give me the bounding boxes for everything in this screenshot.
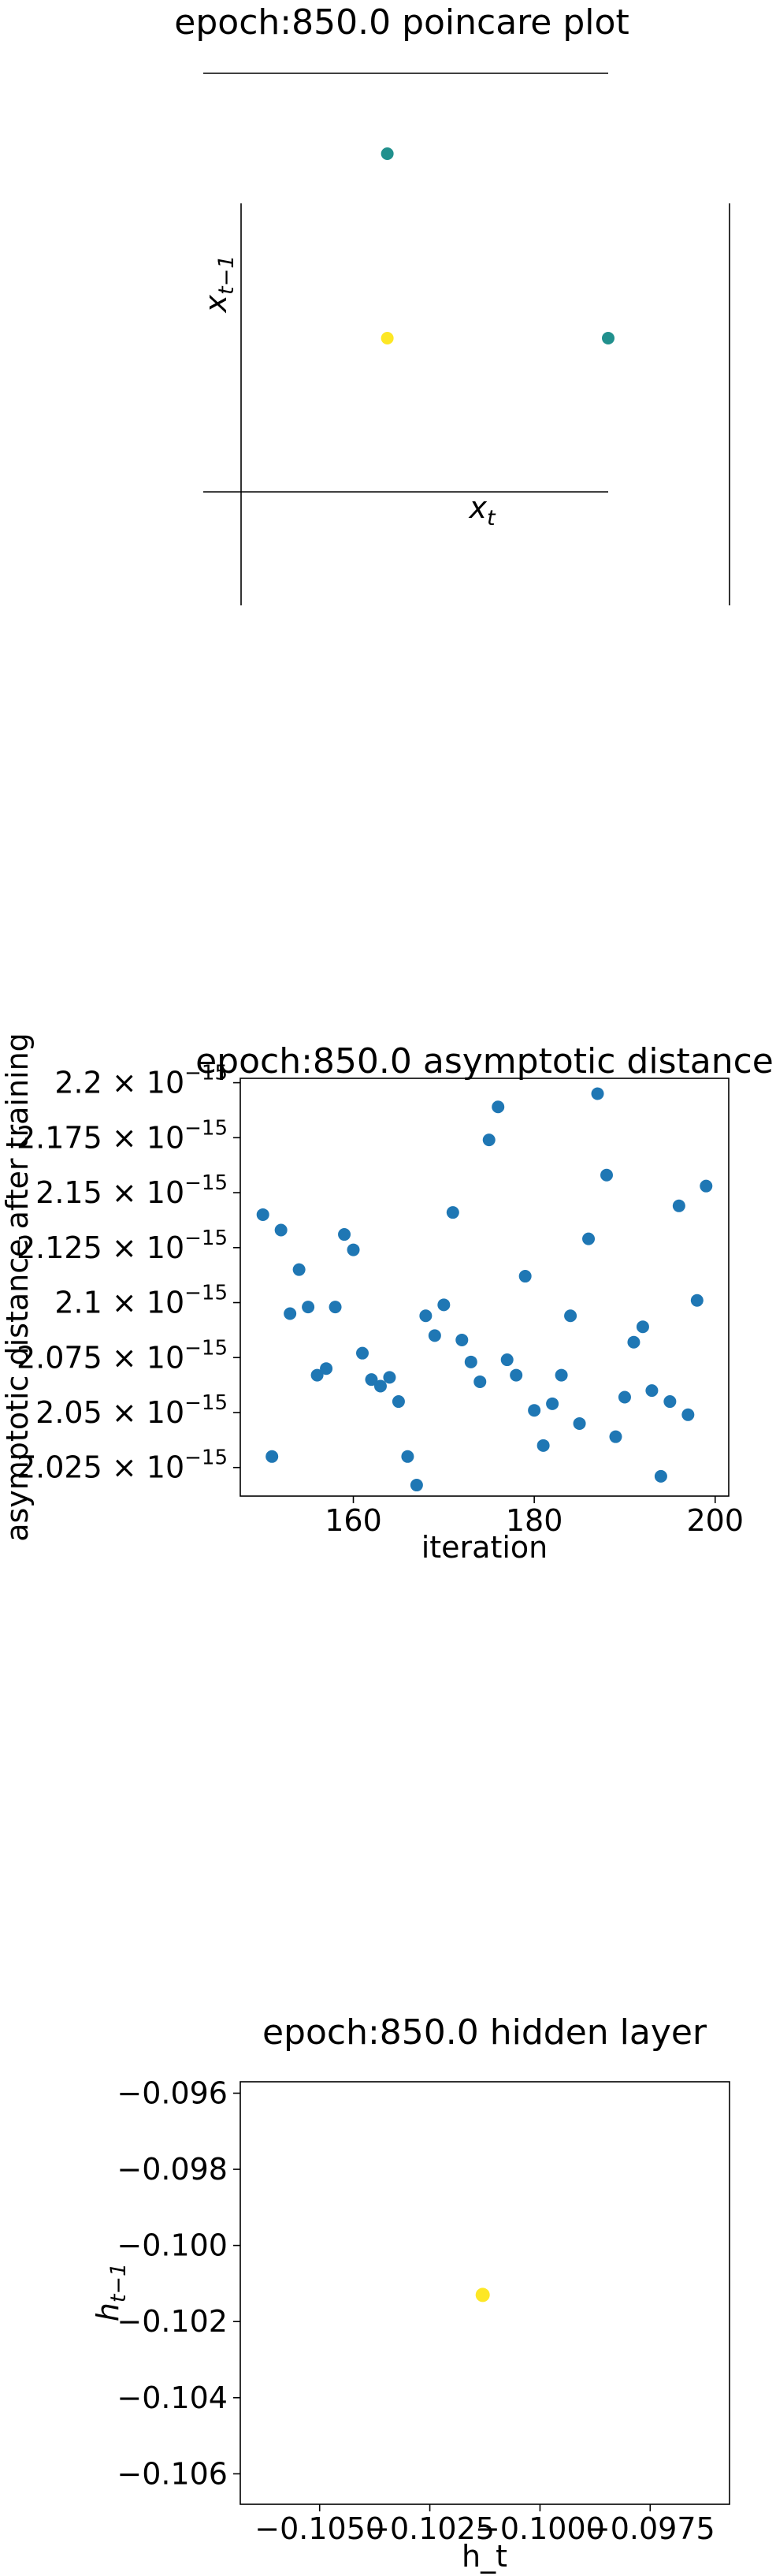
- y-tick-label: −0.104: [117, 2381, 228, 2415]
- y-tick-label: 2.075 × 10−15: [17, 1336, 228, 1375]
- data-point: [475, 2288, 490, 2302]
- data-point: [381, 332, 394, 344]
- data-point: [284, 1307, 297, 1320]
- data-point: [602, 332, 614, 344]
- data-point: [681, 1408, 695, 1421]
- y-tick-label: 2.2 × 10−15: [54, 1062, 228, 1100]
- y-tick-label: 2.1 × 10−15: [54, 1282, 228, 1320]
- data-point: [510, 1368, 523, 1382]
- data-point: [265, 1450, 279, 1463]
- data-point: [401, 1450, 414, 1463]
- data-point: [338, 1228, 351, 1241]
- data-point: [347, 1243, 360, 1256]
- y-tick-label: 2.175 × 10−15: [17, 1116, 228, 1155]
- x-axis-label: h_t: [462, 2539, 507, 2574]
- data-point: [591, 1087, 604, 1100]
- y-tick-label: −0.098: [117, 2152, 228, 2187]
- data-point: [410, 1479, 423, 1492]
- y-tick-label: 2.05 × 10−15: [35, 1391, 228, 1430]
- data-point: [600, 1168, 613, 1182]
- data-point: [419, 1309, 433, 1323]
- data-point: [654, 1469, 667, 1483]
- data-point: [700, 1179, 713, 1193]
- data-point: [437, 1298, 451, 1312]
- data-point: [482, 1134, 496, 1147]
- y-tick-label: 2.025 × 10−15: [17, 1446, 228, 1485]
- data-point: [320, 1362, 333, 1375]
- y-tick-label: 2.15 × 10−15: [35, 1171, 228, 1210]
- data-point: [645, 1384, 659, 1398]
- chart-title: epoch:850.0 poincare plot: [174, 2, 629, 43]
- y-tick-label: −0.096: [117, 2075, 228, 2110]
- data-point: [537, 1439, 550, 1452]
- data-point: [564, 1309, 577, 1323]
- plot-frame: [239, 2081, 730, 2505]
- data-point: [256, 1208, 269, 1221]
- y-tick-label: 2.125 × 10−15: [17, 1227, 228, 1265]
- data-point: [428, 1329, 441, 1342]
- data-point: [329, 1301, 342, 1314]
- y-axis-label: ht−1: [91, 2263, 131, 2321]
- data-point: [383, 1371, 396, 1384]
- poincare-plot: epoch:850.0 poincare plot xt xt−1: [174, 2, 730, 605]
- x-axis-label: iteration: [421, 1530, 548, 1565]
- data-point: [663, 1395, 677, 1409]
- data-point: [609, 1430, 622, 1443]
- data-point: [302, 1301, 315, 1314]
- data-point: [310, 1368, 324, 1382]
- data-point: [627, 1335, 640, 1349]
- data-point: [546, 1397, 559, 1410]
- data-point: [392, 1395, 405, 1409]
- data-point: [618, 1390, 631, 1404]
- data-point: [492, 1100, 505, 1114]
- data-point: [455, 1333, 469, 1346]
- data-point: [518, 1270, 532, 1283]
- chart-title: epoch:850.0 asymptotic distance: [195, 1041, 774, 1081]
- data-point: [365, 1373, 378, 1387]
- y-axis-label: asymptotic distance after training: [0, 1033, 35, 1542]
- x-tick-label: −0.1000: [475, 2511, 605, 2546]
- x-axis-label: xt: [468, 490, 496, 530]
- y-tick-label: −0.100: [117, 2228, 228, 2263]
- data-point: [464, 1355, 477, 1368]
- data-point: [528, 1404, 541, 1417]
- data-point: [381, 147, 394, 160]
- plot-frame: [239, 1078, 730, 1497]
- data-point: [500, 1353, 514, 1367]
- x-tick-label: −0.1050: [254, 2511, 384, 2546]
- chart-title: epoch:850.0 hidden layer: [262, 2012, 707, 2053]
- data-point: [555, 1368, 568, 1382]
- x-tick-label: 160: [325, 1503, 382, 1538]
- x-tick-label: 200: [687, 1503, 744, 1538]
- data-point: [356, 1346, 369, 1360]
- hidden-layer-plot: epoch:850.0 hidden layer−0.1050−0.1025−0…: [91, 2012, 730, 2574]
- data-point: [373, 1379, 387, 1393]
- data-point: [473, 1375, 487, 1388]
- data-point: [573, 1416, 586, 1430]
- y-axis-label: xt−1: [199, 255, 239, 314]
- data-point: [582, 1232, 596, 1245]
- data-point: [292, 1263, 306, 1276]
- asymptotic-distance-plot: epoch:850.0 asymptotic distance 160 180 200…: [0, 1033, 774, 1565]
- data-point: [672, 1199, 685, 1212]
- data-point: [690, 1294, 704, 1307]
- y-tick-label: −0.102: [117, 2304, 228, 2339]
- data-point: [446, 1206, 459, 1219]
- data-point: [636, 1320, 649, 1334]
- x-tick-label: 180: [506, 1503, 563, 1538]
- x-tick-label: −0.0975: [585, 2511, 715, 2546]
- x-tick-label: −0.1025: [365, 2511, 495, 2546]
- data-point: [274, 1223, 288, 1237]
- y-tick-label: −0.106: [117, 2456, 228, 2491]
